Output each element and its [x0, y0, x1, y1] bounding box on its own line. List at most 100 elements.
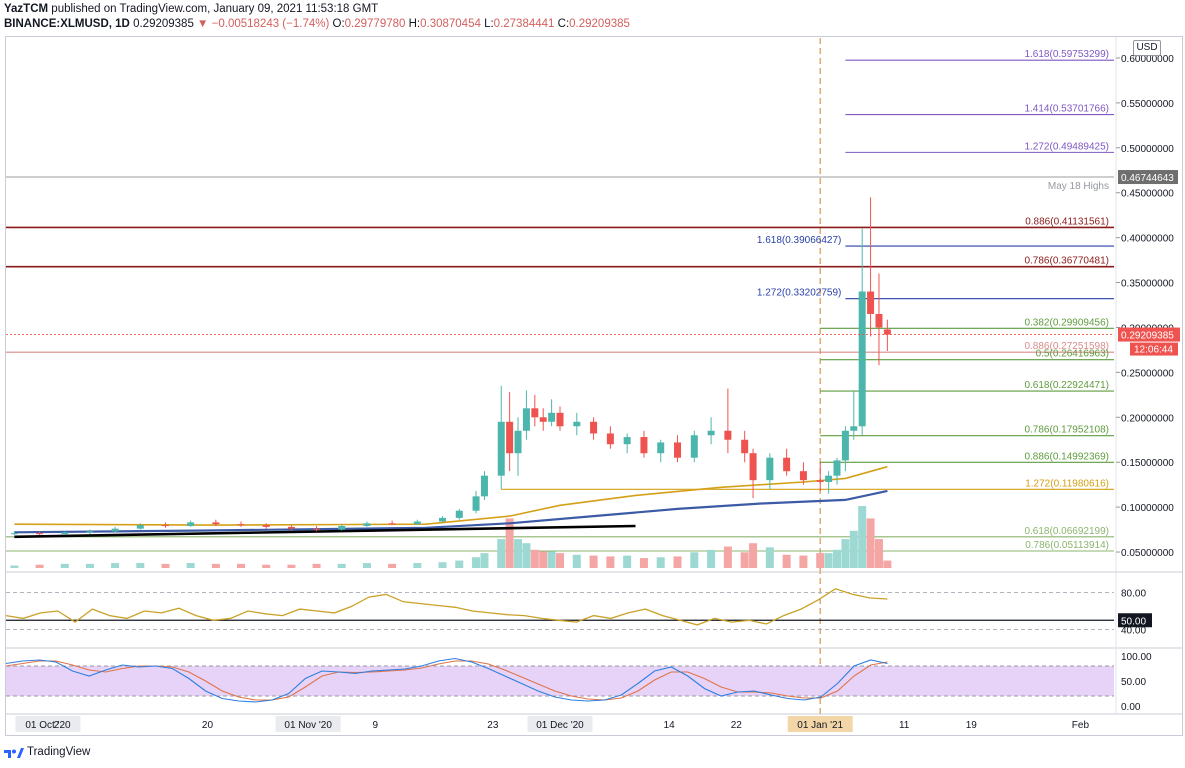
candle-body — [36, 533, 44, 535]
candle-body — [438, 517, 446, 522]
y-tick-label: 0.35000000 — [1121, 279, 1174, 290]
candle-body — [741, 439, 749, 454]
candle-body — [61, 532, 69, 535]
volume-bar — [673, 556, 682, 568]
volume-bar — [186, 563, 195, 568]
y-tick-label: 0.05000000 — [1121, 548, 1174, 559]
volume-bar — [362, 563, 371, 568]
candle-body — [161, 525, 169, 527]
volume-bar — [589, 555, 598, 568]
volume-bar — [413, 563, 422, 568]
candle-body — [867, 291, 875, 314]
volume-bar — [287, 564, 296, 568]
fib-level-label: 1.272(0.49489425) — [1024, 141, 1109, 152]
fib-level-label: 0.786(0.05113914) — [1025, 540, 1109, 551]
x-tick-label: 20 — [202, 720, 214, 731]
footer: TradingView — [0, 740, 1185, 768]
candle-body — [480, 475, 488, 497]
volume-bar — [639, 558, 648, 568]
candle-body — [690, 435, 698, 458]
candle-body — [590, 421, 598, 434]
volume-bar — [35, 564, 44, 568]
x-tick-label: 23 — [487, 720, 499, 731]
volume-bar — [556, 553, 564, 568]
y-tick-label: 0.25000000 — [1121, 368, 1174, 379]
rsi-tick-label: 80.00 — [1121, 589, 1146, 600]
y-tick-label: 0.50000000 — [1121, 144, 1174, 155]
volume-bar — [211, 563, 220, 568]
fib-level-label: 0.382(0.29909456) — [1024, 317, 1109, 328]
brand-name: TradingView — [27, 746, 91, 759]
volume-bar — [455, 560, 464, 568]
tradingview-logo-icon — [4, 748, 24, 758]
stoch-k-line — [5, 657, 888, 703]
candle-body — [136, 525, 144, 529]
volume-bar — [497, 539, 506, 568]
rsi-midline-tag — [1118, 613, 1152, 628]
volume-bar — [765, 547, 774, 568]
fib-level-label: 1.618(0.59753299) — [1024, 49, 1109, 60]
candle-body — [548, 412, 556, 422]
last-price-tag — [1118, 327, 1180, 342]
volume-bar — [874, 539, 883, 568]
stoch-band — [6, 666, 1114, 696]
volume-bar — [799, 555, 808, 568]
volume-bar — [111, 563, 120, 568]
stoch-tick-label: 50.00 — [1121, 677, 1146, 688]
candle-body — [883, 329, 891, 335]
volume-bar — [522, 543, 531, 568]
candle-body — [506, 421, 514, 454]
volume-bar — [656, 557, 665, 568]
candle-body — [514, 430, 522, 454]
x-tick-label: 01 Jan '21 — [797, 720, 843, 731]
fib-level-label: 1.272(0.11980616) — [1025, 478, 1109, 489]
candle-body — [816, 480, 824, 482]
ohlc-line: BINANCE:XLMUSD, 1D 0.29209385 ▼ −0.00518… — [4, 18, 630, 30]
open-label: O: — [332, 18, 345, 30]
currency-button[interactable]: USD — [1133, 40, 1161, 56]
volume-bar — [690, 552, 699, 568]
close-value: 0.29209385 — [569, 18, 630, 30]
candle-body — [766, 457, 774, 481]
volume-bar — [337, 563, 346, 568]
tradingview-logo[interactable]: TradingView — [4, 746, 90, 758]
candle-body — [850, 426, 858, 431]
symbol-label[interactable]: BINANCE:XLMUSD, 1D — [4, 18, 130, 30]
volume-bar — [85, 563, 94, 568]
candle-body — [531, 408, 539, 418]
open-value: 0.29779780 — [344, 18, 406, 30]
publish-line: YazTCM published on TradingView.com, Jan… — [4, 3, 378, 15]
fib-level-label: 0.886(0.27251598) — [1024, 341, 1109, 352]
low-value: 0.27384441 — [493, 18, 555, 30]
fib-level-label: 0.786(0.17952108) — [1024, 425, 1109, 436]
volume-bar — [572, 554, 581, 568]
volume-bar — [858, 506, 867, 568]
candle-body — [212, 522, 220, 525]
x-tick-label: 01 Dec '20 — [536, 720, 584, 731]
author-name[interactable]: YazTCM — [4, 3, 49, 15]
volume-bar — [606, 556, 615, 568]
volume-bar — [866, 518, 875, 568]
candle-body — [413, 521, 421, 525]
y-tick-label: 0.45000000 — [1121, 189, 1174, 200]
chart-frame[interactable] — [5, 36, 1183, 736]
x-tick-label: 22 — [731, 720, 743, 731]
candle-body — [388, 523, 396, 525]
volume-bar — [782, 554, 791, 568]
volume-bar — [816, 553, 825, 568]
low-label: L: — [484, 18, 494, 30]
volume-bar — [749, 543, 758, 568]
change-arrow-icon: ▼ — [197, 18, 209, 30]
volume-bar — [60, 563, 69, 568]
y-tick-label: 0.40000000 — [1121, 234, 1174, 245]
candle-body — [10, 533, 18, 535]
last-price: 0.29209385 — [133, 18, 194, 30]
candle-body — [573, 421, 581, 427]
may-high-tag — [1118, 170, 1178, 185]
candle-body — [86, 531, 94, 533]
candle-body — [749, 453, 757, 481]
candle-body — [237, 524, 245, 526]
rsi-line — [5, 588, 888, 626]
volume-bar — [824, 553, 833, 568]
